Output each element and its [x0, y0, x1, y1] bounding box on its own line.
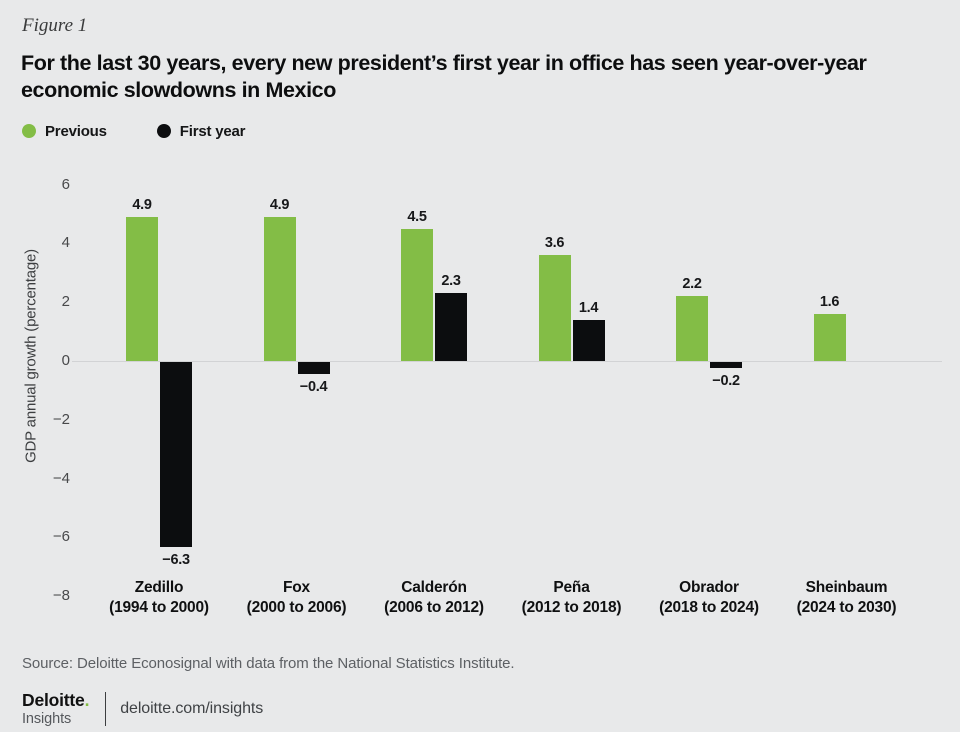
- brand-green-dot-icon: .: [84, 690, 90, 710]
- bar-first-year: [435, 293, 467, 361]
- category-label: Calderón (2006 to 2012): [359, 578, 509, 618]
- category-term: (2006 to 2012): [384, 599, 484, 616]
- deloitte-insights-logo: Deloitte. Insights: [22, 690, 90, 727]
- category-label: Sheinbaum (2024 to 2030): [772, 578, 922, 618]
- value-label: 1.6: [819, 293, 840, 310]
- category-label: Zedillo (1994 to 2000): [84, 578, 234, 618]
- chart-title-line-1: For the last 30 years, every new preside…: [21, 51, 867, 75]
- chart-legend: Previous First year: [22, 122, 246, 140]
- y-axis-tick: −2: [52, 410, 70, 428]
- bar-previous: [676, 296, 708, 361]
- category-term: (1994 to 2000): [109, 599, 209, 616]
- category-name: Fox: [283, 579, 310, 596]
- brand-name: Deloitte: [22, 690, 85, 710]
- footer: Deloitte. Insights deloitte.com/insights: [22, 690, 263, 728]
- category-label: Obrador (2018 to 2024): [634, 578, 784, 618]
- value-label: 2.3: [441, 273, 461, 290]
- y-axis-tick: −4: [52, 469, 70, 487]
- value-label: 3.6: [544, 235, 565, 252]
- bar-first-year: [710, 362, 742, 368]
- category-term: (2018 to 2024): [659, 599, 759, 616]
- value-label: 4.5: [407, 208, 427, 225]
- bar-previous: [401, 228, 433, 361]
- zero-baseline: [72, 361, 942, 362]
- value-label: 1.4: [578, 299, 599, 316]
- category-term: (2024 to 2030): [796, 599, 897, 616]
- brand-sub-label: Insights: [22, 710, 72, 727]
- value-label: −0.2: [712, 372, 740, 389]
- value-label: 4.9: [132, 196, 152, 213]
- value-label: −0.4: [299, 378, 328, 395]
- footer-divider: [105, 692, 107, 726]
- chart-title: For the last 30 years, every new preside…: [21, 50, 941, 104]
- value-label: −6.3: [162, 552, 190, 569]
- bar-previous: [813, 313, 846, 361]
- bar-previous: [263, 216, 296, 361]
- category-label: Peña (2012 to 2018): [497, 578, 647, 618]
- y-axis-tick: 2: [61, 293, 70, 311]
- figure-label: Figure 1: [22, 15, 88, 36]
- y-axis-tick: 6: [61, 175, 70, 193]
- value-label: 2.2: [682, 276, 702, 293]
- legend-label-first-year: First year: [179, 122, 246, 140]
- category-name: Calderón: [401, 579, 467, 596]
- footer-link[interactable]: deloitte.com/insights: [120, 700, 264, 717]
- y-axis-tick: −8: [52, 587, 70, 605]
- bar-first-year: [297, 362, 330, 374]
- category-term: (2012 to 2018): [521, 599, 622, 616]
- legend-item-first-year: First year: [156, 122, 246, 140]
- legend-dot-previous-icon: [22, 124, 36, 138]
- legend-item-previous: Previous: [22, 123, 107, 140]
- plot-area: GDP annual growth (percentage) 6 4 2 0 −2 −4−…: [0, 160, 960, 630]
- bar-previous: [126, 216, 158, 361]
- category-label: Fox (2000 to 2006): [222, 578, 372, 618]
- bar-first-year: [160, 362, 192, 548]
- value-label: 4.9: [269, 196, 290, 213]
- source-note: Source: Deloitte Econosignal with data f…: [22, 655, 515, 672]
- chart-title-line-2: economic slowdowns in Mexico: [21, 78, 336, 102]
- y-axis-tick: 0: [61, 352, 70, 369]
- category-term: (2000 to 2006): [246, 599, 347, 616]
- legend-dot-first-year-icon: [156, 124, 171, 138]
- y-axis-tick: 4: [61, 234, 70, 252]
- bar-previous: [538, 255, 571, 361]
- brand-wordmark: Deloitte.: [22, 690, 90, 710]
- category-name: Sheinbaum: [805, 579, 888, 596]
- category-name: Obrador: [679, 579, 739, 596]
- category-name: Zedillo: [134, 579, 184, 596]
- legend-label-previous: Previous: [45, 122, 107, 140]
- category-name: Peña: [553, 579, 590, 596]
- bar-first-year: [572, 319, 605, 361]
- y-axis-tick: −6: [52, 528, 70, 546]
